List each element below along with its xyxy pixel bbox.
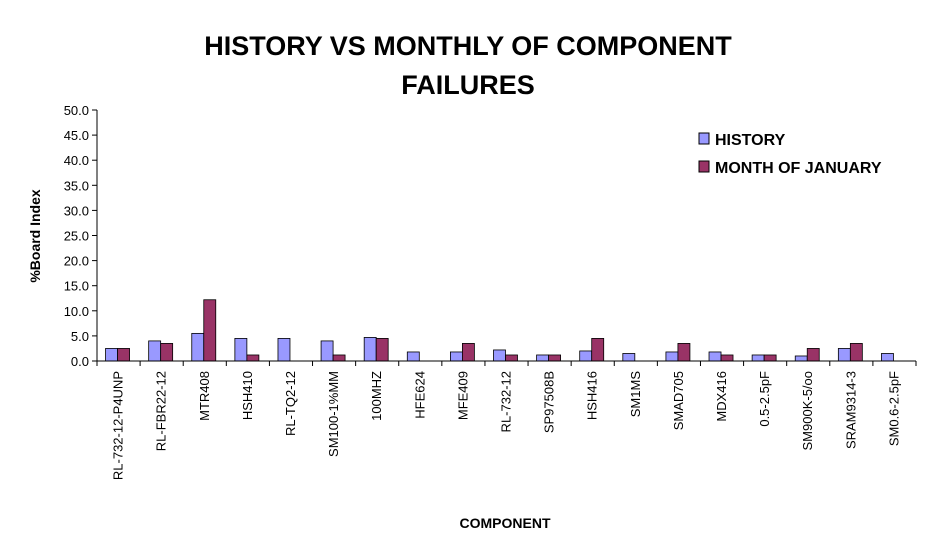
bar-january [548,354,562,362]
x-tick-label: MDX416 [714,371,729,422]
bar-history [708,351,722,362]
x-tick-label: HSH416 [585,371,600,420]
x-tick-label: RL-732-12-P4UNP [111,371,126,480]
y-tick-label: 35.0 [64,178,89,193]
legend: HISTORY MONTH OF JANUARY [698,132,882,177]
y-tick-label: 50.0 [64,103,89,118]
bar-january [849,343,863,362]
x-tick-label: 0.5-2.5pF [757,371,772,427]
bar-january [505,354,518,362]
bar-history [148,340,162,362]
x-tick-label: RL-732-12 [499,371,514,432]
y-tick-label: 20.0 [64,254,89,269]
y-tick-label: 10.0 [64,304,89,319]
bar-january [160,343,174,362]
bar-history [622,353,636,362]
bar-history [363,337,377,362]
bar-january [375,338,389,362]
x-tick-label: SM1MS [628,371,643,418]
y-tick-label: 45.0 [64,128,89,143]
y-tick-label: 5.0 [71,329,89,344]
bar-history [406,351,420,362]
bar-history [277,338,291,362]
bar-january [720,354,734,362]
x-tick-label: HFE624 [412,371,427,419]
bar-january [591,338,605,362]
x-tick-label: RL-FBR22-12 [154,371,169,451]
legend-swatch-january [698,160,710,173]
y-tick-label: 40.0 [64,153,89,168]
bars [105,299,894,362]
bar-january [763,354,777,362]
bar-history [881,353,894,362]
bar-january [461,343,475,362]
x-tick-label: 100MHZ [369,371,384,421]
bar-history [665,351,679,362]
legend-label-history: HISTORY [715,132,786,149]
chart-title-line-1: HISTORY VS MONTHLY OF COMPONENT [204,31,732,61]
bar-history [234,338,248,362]
x-axis-title: COMPONENT [460,515,551,531]
x-tick-label: SP97508B [542,371,557,433]
bar-history [751,354,765,362]
bar-history [105,348,118,362]
x-tick-label: SM0.6-2.5pF [886,371,901,446]
bar-january [203,299,217,362]
bar-history [794,355,808,362]
y-tick-label: 0.0 [71,354,89,369]
bar-history [837,348,851,362]
x-tick-label: RL-TQ2-12 [283,371,298,436]
x-tick-label: SM100-1%MM [326,371,341,457]
x-tick-label: SRAM9314-3 [843,371,858,449]
x-tick-label: SMAD705 [671,371,686,430]
chart-title-line-2: FAILURES [401,70,535,100]
bar-history [536,354,550,362]
bar-january [332,354,346,362]
x-tick-label: SM900K-5/oo [800,371,815,451]
y-tick-label: 25.0 [64,229,89,244]
y-tick-label: 15.0 [64,279,89,294]
bar-history [449,351,463,362]
bar-january [117,348,130,362]
x-tick-label: MFE409 [455,371,470,420]
x-axis: RL-732-12-P4UNP RL-FBR22-12 MTR408 HSH410 RL… [96,360,917,480]
bar-history [320,340,334,362]
x-tick-label: MTR408 [197,371,212,421]
bar-january [677,343,691,362]
y-tick-label: 30.0 [64,203,89,218]
bar-january [806,348,820,362]
bar-history [191,332,205,362]
bar-january [246,354,260,362]
legend-swatch-history [698,132,710,145]
y-axis-title: %Board Index [27,189,43,283]
x-tick-label: HSH410 [240,371,255,420]
y-axis: 0.0 5.0 10.0 15.0 20.0 25.0 30.0 35.0 40.0 45.0 50… [64,103,98,369]
bar-history [579,350,593,362]
legend-label-january: MONTH OF JANUARY [715,160,882,177]
bar-history [493,349,506,362]
